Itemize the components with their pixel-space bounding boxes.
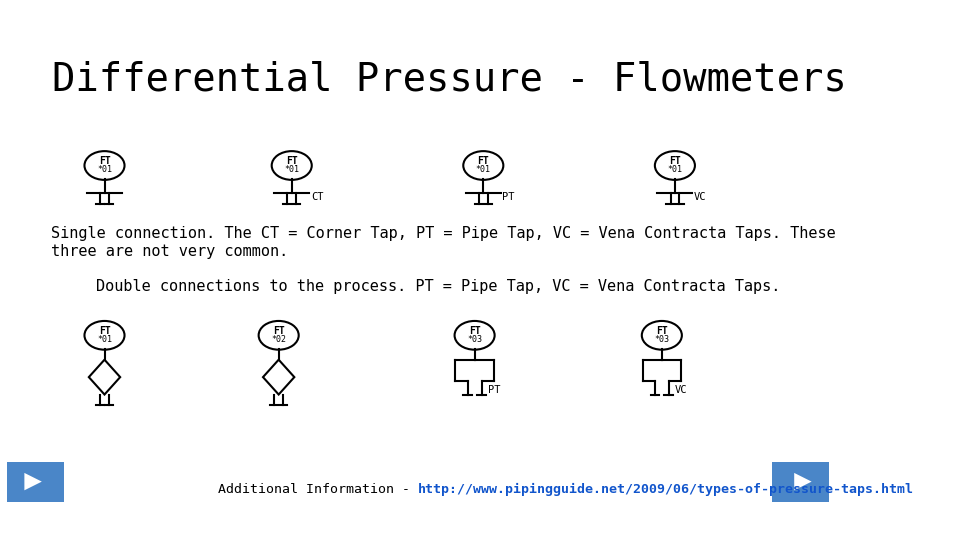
Polygon shape xyxy=(794,473,811,490)
Text: http://www.pipingguide.net/2009/06/types-of-pressure-taps.html: http://www.pipingguide.net/2009/06/types… xyxy=(418,483,914,496)
Text: *01: *01 xyxy=(476,165,491,174)
Text: Additional Information -: Additional Information - xyxy=(218,483,418,496)
Text: FT: FT xyxy=(477,156,490,166)
Text: FT: FT xyxy=(656,326,668,336)
Text: FT: FT xyxy=(99,326,110,336)
Text: *01: *01 xyxy=(284,165,300,174)
Text: PT: PT xyxy=(502,192,515,202)
Text: PT: PT xyxy=(488,385,500,395)
Text: FT: FT xyxy=(273,326,284,336)
FancyBboxPatch shape xyxy=(7,462,63,502)
Text: *02: *02 xyxy=(271,335,286,344)
Text: *01: *01 xyxy=(97,335,112,344)
Text: *01: *01 xyxy=(97,165,112,174)
Text: CT: CT xyxy=(311,192,324,202)
Text: FT: FT xyxy=(669,156,681,166)
Text: Double connections to the process. PT = Pipe Tap, VC = Vena Contracta Taps.: Double connections to the process. PT = … xyxy=(96,279,780,294)
FancyBboxPatch shape xyxy=(773,462,829,502)
Text: FT: FT xyxy=(468,326,480,336)
Text: FT: FT xyxy=(286,156,298,166)
Text: VC: VC xyxy=(675,385,687,395)
Text: VC: VC xyxy=(694,192,707,202)
Text: *03: *03 xyxy=(655,335,669,344)
Polygon shape xyxy=(24,473,42,490)
Text: *01: *01 xyxy=(667,165,683,174)
Text: Differential Pressure - Flowmeters: Differential Pressure - Flowmeters xyxy=(52,61,847,99)
Text: FT: FT xyxy=(99,156,110,166)
Text: Single connection. The CT = Corner Tap, PT = Pipe Tap, VC = Vena Contracta Taps.: Single connection. The CT = Corner Tap, … xyxy=(51,226,835,259)
Text: *03: *03 xyxy=(468,335,482,344)
